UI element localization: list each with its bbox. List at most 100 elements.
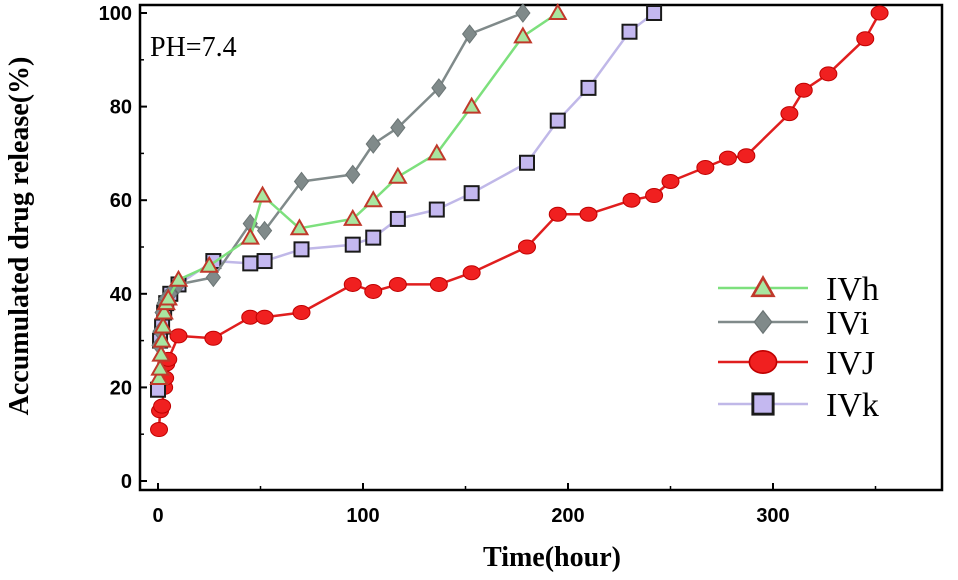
data-point-ivh [154,302,174,320]
legend-label: IVk [826,387,879,424]
data-point-ivj [153,398,172,414]
legend-item-ivk: IVk [718,387,879,424]
data-point-ivi [431,78,447,98]
data-point-ivk [580,79,597,96]
data-point-ivh [240,227,260,245]
data-point-ivh [289,218,310,236]
legend-marker [750,274,776,298]
data-point-ivk [549,112,566,129]
annotation-ph: PH=7.4 [150,32,237,63]
data-point-ivk [365,229,382,246]
data-point-ivj [856,31,875,47]
data-point-ivk [428,201,445,218]
y-tick-label: 60 [110,190,132,212]
data-point-ivk [242,255,259,272]
y-axis: 0 20 40 60 80 100 [99,3,147,493]
data-point-ivj [548,206,567,222]
data-point-ivj [737,148,756,164]
data-point-ivj [696,159,715,175]
data-point-ivk [621,23,638,40]
series-line-ivh [157,11,559,379]
data-point-ivj [661,173,680,189]
y-axis-title: Accumulated drug release(%) [4,57,35,416]
data-point-ivh [199,255,219,273]
series-layer [149,2,889,438]
legend-item-ivh: IVh [718,271,879,308]
data-point-ivj [718,150,737,166]
data-point-ivj [292,305,311,321]
legend-marker-group [750,274,776,298]
data-point-ivj [518,239,536,255]
data-point-ivk [519,154,535,171]
data-point-ivk [646,5,663,21]
data-point-ivh [252,185,273,203]
data-point-ivj [794,82,813,98]
y-tick-label: 80 [110,97,132,119]
data-point-ivk [293,241,310,258]
data-point-ivh [158,288,178,306]
x-tick-label: 100 [346,505,379,527]
y-tick-label: 0 [121,471,132,493]
legend-label: IVh [826,271,879,308]
data-point-ivj [819,66,838,82]
x-tick-label: 300 [756,505,789,527]
legend-marker-group [753,309,773,335]
data-point-ivj [150,422,169,438]
y-tick-label: 40 [110,284,132,306]
data-point-ivi [345,164,361,185]
data-point-ivh [513,26,533,44]
data-point-ivi [390,117,406,138]
x-axis-title: Time(hour) [483,542,621,573]
series-line-ivk [156,12,655,390]
series-ivj [150,5,889,438]
series-ivk [150,5,663,398]
legend-marker [748,349,778,374]
data-point-ivi [515,3,531,23]
data-point-ivh [152,330,172,348]
y-tick-label: 20 [110,377,132,399]
data-point-ivj [429,276,448,292]
data-point-ivj [462,265,481,281]
data-point-ivh [363,190,383,208]
legend-marker [751,392,775,416]
data-point-ivh [548,2,568,20]
legend-marker [753,309,773,335]
x-tick-label: 0 [152,505,163,527]
series-ivh [149,2,568,386]
data-point-ivh [388,166,408,184]
data-point-ivj [255,309,274,325]
data-point-ivj [364,283,383,299]
data-point-ivj [645,188,664,204]
data-point-ivj [343,276,362,292]
data-point-ivi [365,134,381,154]
x-axis: 0 100 200 300 [152,483,877,527]
data-point-ivi [293,171,310,192]
data-point-ivk [389,210,406,227]
data-point-ivh [151,344,171,362]
data-point-ivj [204,330,223,346]
legend-marker-group [748,349,778,374]
data-point-ivk [344,236,361,253]
data-point-ivh [168,269,189,287]
legend-marker-group [751,392,775,416]
data-point-ivj [579,206,598,222]
legend-item-ivj: IVJ [718,345,875,382]
x-tick-label: 200 [551,505,584,527]
data-point-ivh [461,96,482,114]
y-tick-label: 100 [99,3,132,25]
data-point-ivh [150,358,170,376]
data-point-ivj [388,276,407,292]
data-point-ivi [256,220,273,241]
data-point-ivj [780,106,799,122]
data-point-ivh [153,316,173,334]
legend-label: IVJ [826,345,875,382]
data-point-ivj [169,328,188,344]
legend-item-ivi: IVi [718,305,869,342]
data-point-ivh [343,208,363,226]
legend-label: IVi [826,305,869,342]
data-point-ivj [870,5,889,21]
data-point-ivi [461,24,478,44]
